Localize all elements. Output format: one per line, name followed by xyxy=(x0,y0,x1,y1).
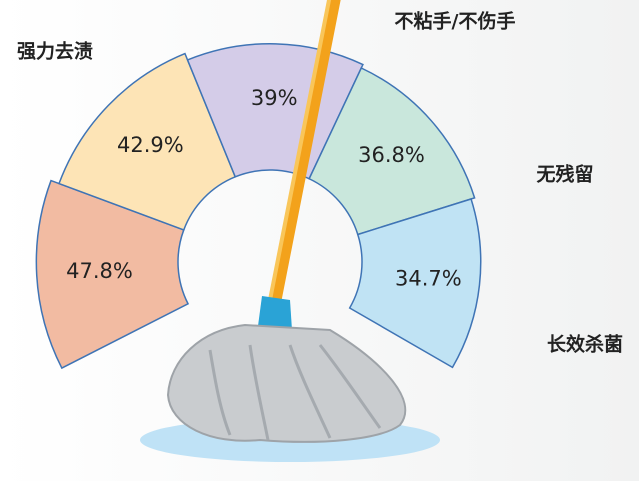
sector xyxy=(58,52,237,231)
mop-stick-highlight xyxy=(268,0,332,301)
sector xyxy=(35,179,190,370)
value-label: 42.9% xyxy=(117,133,184,157)
value-label: 36.8% xyxy=(358,143,425,167)
category-label: 长效杀菌 xyxy=(547,333,623,356)
value-label: 34.7% xyxy=(395,266,462,290)
mop-illustration xyxy=(140,0,440,462)
category-label: 强力去渍 xyxy=(17,40,93,63)
category-label: 不粘手/不伤手 xyxy=(395,10,516,33)
sectors xyxy=(35,43,482,370)
mop-head xyxy=(166,323,407,443)
category-label: 无残留 xyxy=(536,163,593,186)
value-label: 47.8% xyxy=(66,259,133,283)
sector xyxy=(348,198,482,369)
mop-clamp xyxy=(258,296,292,330)
mop-stick xyxy=(268,0,341,307)
labels: 47.8% 42.9% 强力去渍 39% 不粘手/不伤手 36.8% 无残留 34.7% 长效杀… xyxy=(17,10,623,356)
sector xyxy=(308,67,476,236)
mop-strands xyxy=(208,344,382,441)
value-label: 39% xyxy=(251,86,298,110)
